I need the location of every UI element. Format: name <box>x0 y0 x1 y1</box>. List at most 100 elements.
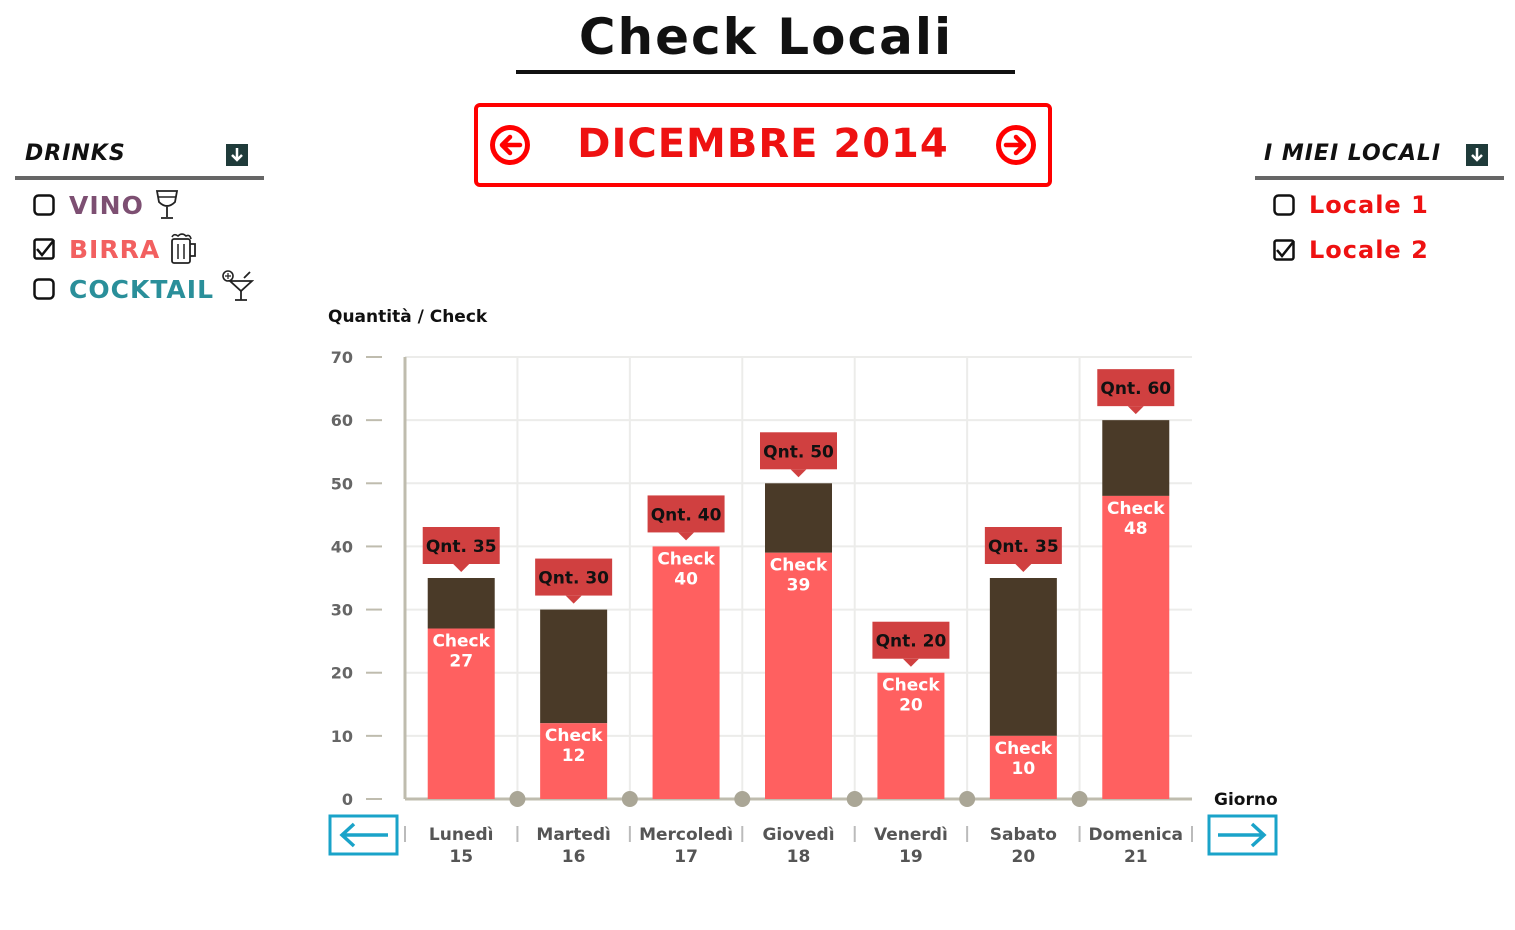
x-axis-dot <box>959 791 976 807</box>
locali-dropdown-icon[interactable] <box>1466 144 1488 166</box>
title-underline <box>516 70 1015 74</box>
qnt-callout-pointer <box>790 469 807 478</box>
check-label-value: 40 <box>674 569 698 589</box>
qnt-callout <box>422 527 500 564</box>
check-label-value: 48 <box>1124 519 1148 539</box>
month-label: DICEMBRE 2014 <box>577 121 949 167</box>
bar-quantity <box>1102 420 1170 496</box>
y-tick-label: 50 <box>331 474 353 493</box>
bar-check <box>652 546 720 799</box>
x-axis-dot <box>734 791 751 807</box>
birra-checkbox[interactable] <box>33 238 55 260</box>
x-tick-date: 15 <box>449 847 473 867</box>
bar-quantity <box>989 578 1057 736</box>
x-tick-day: Giovedì <box>762 825 834 845</box>
qnt-callout-pointer <box>902 658 919 667</box>
arrow-left-icon <box>339 822 388 848</box>
beer-mug-icon <box>171 233 197 264</box>
cocktail-checkbox[interactable] <box>33 278 55 300</box>
locale-option-1[interactable]: Locale 1 <box>1273 190 1429 220</box>
check-label-word: Check <box>432 632 490 652</box>
bar-quantity <box>765 483 832 553</box>
prev-month-button[interactable] <box>490 125 530 165</box>
check-label-value: 10 <box>1012 759 1036 779</box>
locale-2-checkbox[interactable] <box>1273 239 1295 261</box>
locale-1-checkbox[interactable] <box>1273 194 1295 216</box>
y-tick-label: 0 <box>342 790 353 809</box>
bar-check <box>1102 495 1170 799</box>
wine-glass-icon <box>155 190 178 219</box>
x-tick-date: 20 <box>1012 847 1036 867</box>
x-tick-day: Venerdì <box>874 825 948 845</box>
locale-option-2[interactable]: Locale 2 <box>1273 235 1429 265</box>
drink-option-cocktail[interactable]: COCKTAIL <box>33 270 255 304</box>
locale-2-label: Locale 2 <box>1309 236 1429 264</box>
bar-check <box>427 628 495 799</box>
vino-checkbox[interactable] <box>33 194 55 216</box>
next-week-button[interactable] <box>1207 814 1278 856</box>
x-tick-day: Domenica <box>1089 825 1184 845</box>
x-tick-day: Sabato <box>990 825 1057 845</box>
qnt-callout <box>872 621 950 659</box>
cocktail-label: COCKTAIL <box>69 274 215 304</box>
locale-1-label: Locale 1 <box>1309 191 1429 219</box>
vino-label: VINO <box>69 190 144 220</box>
drink-option-birra[interactable]: BIRRA <box>33 233 200 264</box>
drinks-dropdown-icon[interactable] <box>226 144 248 166</box>
qnt-callout <box>535 558 613 596</box>
x-tick-date: 16 <box>562 847 586 867</box>
check-label-word: Check <box>995 739 1053 759</box>
drink-option-vino[interactable]: VINO <box>33 190 184 220</box>
locali-rule <box>1255 176 1504 180</box>
qnt-label: Qnt. 35 <box>988 537 1059 557</box>
qnt-callout <box>1097 369 1175 407</box>
qnt-label: Qnt. 60 <box>1100 379 1171 399</box>
check-label-word: Check <box>882 676 940 696</box>
birra-label: BIRRA <box>69 234 161 264</box>
y-tick-label: 40 <box>331 537 353 556</box>
drinks-rule <box>15 176 264 180</box>
check-label-word: Check <box>657 549 715 569</box>
y-tick-label: 20 <box>331 664 353 683</box>
check-label-value: 12 <box>562 746 586 766</box>
qnt-callout <box>760 432 837 470</box>
x-tick-day: Martedì <box>536 825 610 845</box>
qnt-label: Qnt. 35 <box>426 537 497 557</box>
x-tick-day: Mercoledì <box>639 825 733 845</box>
bar-check <box>765 552 832 799</box>
x-tick-date: 19 <box>899 847 923 867</box>
check-label-value: 20 <box>899 696 923 716</box>
prev-week-button[interactable] <box>328 814 399 856</box>
x-axis-dot <box>509 791 526 807</box>
bar-quantity <box>540 609 608 724</box>
x-axis-dot <box>846 791 863 807</box>
check-label-value: 27 <box>449 652 473 672</box>
page-title: Check Locali <box>578 8 954 66</box>
check-label-word: Check <box>770 556 828 576</box>
qnt-callout-pointer <box>1015 564 1032 572</box>
next-month-button[interactable] <box>996 125 1036 165</box>
y-tick-label: 70 <box>331 348 353 367</box>
qnt-callout-pointer <box>565 595 582 604</box>
y-tick-label: 60 <box>331 411 353 430</box>
locali-title: I MIEI LOCALI <box>1264 141 1442 166</box>
qnt-callout-pointer <box>678 532 695 541</box>
bar-quantity <box>427 578 495 629</box>
y-tick-label: 10 <box>331 727 353 746</box>
qnt-callout-pointer <box>453 564 470 572</box>
bar-check <box>989 735 1057 799</box>
cocktail-icon <box>222 270 255 301</box>
month-selector: DICEMBRE 2014 <box>474 103 1052 187</box>
qnt-label: Qnt. 40 <box>651 505 722 525</box>
check-label-word: Check <box>1107 499 1165 519</box>
qnt-label: Qnt. 50 <box>763 442 834 462</box>
x-tick-date: 21 <box>1124 847 1148 867</box>
qnt-label: Qnt. 30 <box>538 569 609 589</box>
y-axis-label: Quantità / Check <box>328 307 488 327</box>
x-axis-dot <box>621 791 638 807</box>
qnt-label: Qnt. 20 <box>876 632 947 652</box>
x-axis-label: Giorno <box>1214 790 1278 810</box>
x-tick-date: 17 <box>674 847 698 867</box>
x-tick-date: 18 <box>787 847 811 867</box>
drinks-title: DRINKS <box>25 141 126 166</box>
